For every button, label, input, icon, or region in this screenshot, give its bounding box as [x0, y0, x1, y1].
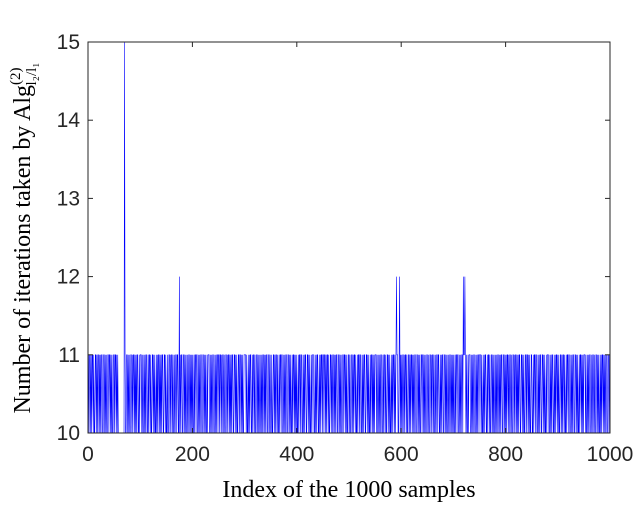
y-axis-label-sup: (2) — [8, 67, 24, 85]
x-tick-label: 0 — [82, 443, 94, 466]
x-axis-label: Index of the 1000 samples — [222, 477, 475, 503]
y-tick-label: 13 — [57, 187, 80, 210]
y-axis-label-sub: l₂/l₁ — [24, 62, 40, 85]
y-tick-label: 12 — [57, 266, 80, 289]
x-tick-label: 400 — [279, 443, 314, 466]
x-tick-label: 600 — [384, 443, 419, 466]
x-tick-label: 800 — [488, 443, 523, 466]
y-axis-label-text: Number of iterations taken by Alg — [10, 85, 36, 414]
y-tick-label: 11 — [58, 344, 80, 367]
data-line — [88, 41, 611, 434]
x-tick-label: 1000 — [587, 443, 634, 466]
y-tick-label: 14 — [57, 109, 81, 132]
x-tick-label: 200 — [175, 443, 210, 466]
y-axis-label: Number of iterations taken by Alg(2)l₂/l… — [8, 62, 40, 413]
y-tick-label: 10 — [57, 422, 80, 445]
y-tick-label: 15 — [57, 31, 80, 54]
axes-box — [87, 41, 611, 434]
